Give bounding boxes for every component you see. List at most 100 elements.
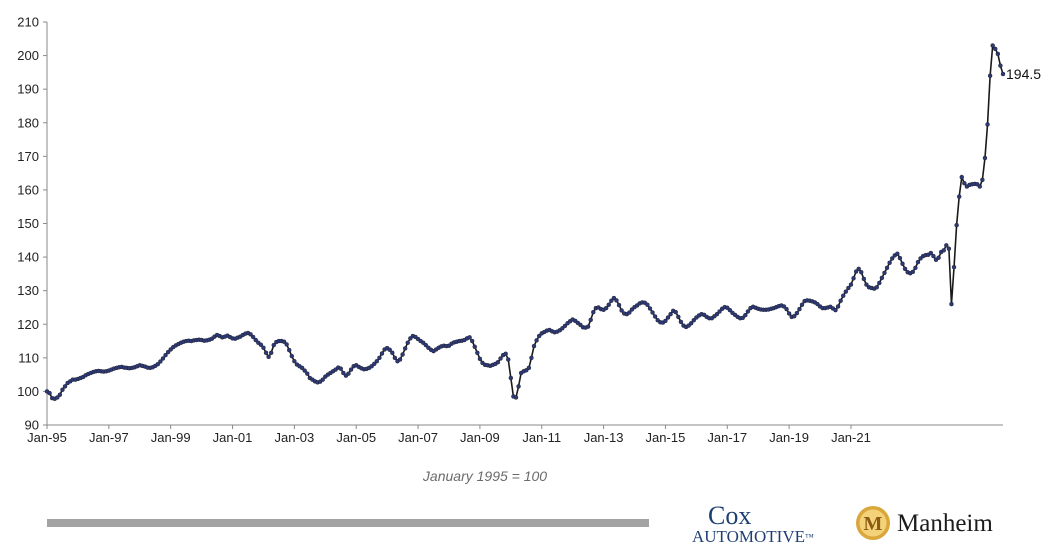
data-point xyxy=(998,63,1003,68)
data-point xyxy=(727,307,733,313)
data-point xyxy=(266,354,271,360)
data-point xyxy=(833,307,838,313)
x-tick-label: Jan-01 xyxy=(213,430,253,445)
data-point xyxy=(954,222,959,228)
data-point xyxy=(562,323,568,329)
data-point xyxy=(928,250,934,256)
x-tick-label: Jan-07 xyxy=(398,430,438,445)
data-point xyxy=(995,51,1001,57)
data-point xyxy=(799,302,805,307)
y-tick-label: 130 xyxy=(17,283,39,298)
x-tick-label: Jan-15 xyxy=(646,430,686,445)
data-point xyxy=(985,122,990,127)
data-point xyxy=(526,365,532,371)
data-point xyxy=(841,293,846,298)
data-point xyxy=(910,269,916,275)
data-point xyxy=(740,315,745,321)
data-point xyxy=(882,270,887,276)
cox-logo-word: Cox xyxy=(708,501,752,530)
x-tick-label: Jan-05 xyxy=(336,430,376,445)
data-point xyxy=(890,256,895,261)
data-point xyxy=(678,319,684,325)
x-tick-label: Jan-21 xyxy=(831,430,871,445)
data-point xyxy=(743,312,748,318)
data-point xyxy=(248,332,253,337)
data-point xyxy=(268,350,274,355)
data-point xyxy=(1000,71,1006,77)
data-point xyxy=(900,261,905,266)
data-point xyxy=(913,265,918,271)
automotive-logo-word: AUTOMOTIVE™ xyxy=(692,527,814,546)
x-tick-label: Jan-17 xyxy=(707,430,747,445)
data-point xyxy=(856,266,861,272)
data-point xyxy=(506,357,511,362)
data-point xyxy=(676,314,681,320)
data-point xyxy=(652,314,658,319)
data-point xyxy=(987,73,993,78)
data-point xyxy=(668,311,673,317)
data-point xyxy=(387,347,392,352)
y-tick-label: 190 xyxy=(17,82,39,97)
y-tick-label: 160 xyxy=(17,182,39,197)
y-tick-label: 200 xyxy=(17,48,39,63)
data-point xyxy=(261,345,266,350)
data-point xyxy=(271,342,276,348)
data-point xyxy=(717,309,722,314)
data-point xyxy=(959,174,964,180)
data-point xyxy=(475,350,480,355)
data-point xyxy=(848,282,854,287)
data-point xyxy=(163,352,168,358)
data-point xyxy=(650,310,655,315)
data-point xyxy=(341,370,346,376)
y-tick-label: 140 xyxy=(17,250,39,265)
data-point xyxy=(377,355,382,361)
x-tick-label: Jan-03 xyxy=(274,430,314,445)
series-markers xyxy=(44,43,1006,402)
data-point xyxy=(835,304,841,309)
data-point xyxy=(949,301,954,307)
data-point xyxy=(838,298,843,303)
data-point xyxy=(897,255,903,261)
data-point xyxy=(977,184,983,189)
index-footnote: January 1995 = 100 xyxy=(422,468,548,484)
data-point xyxy=(853,269,859,274)
y-axis-ticks: 90 100 110 120 130 140 150 160 170 180 190 200 210 xyxy=(17,15,47,433)
data-point xyxy=(993,46,998,52)
data-point xyxy=(846,285,851,291)
data-point xyxy=(305,371,310,376)
data-point xyxy=(250,334,256,340)
data-point xyxy=(588,317,593,323)
x-tick-label: Jan-09 xyxy=(460,430,500,445)
data-point xyxy=(392,355,398,361)
data-point xyxy=(647,306,653,311)
data-point xyxy=(289,353,294,359)
data-point xyxy=(284,342,289,347)
bottom-divider-bar xyxy=(47,519,649,527)
data-point xyxy=(57,392,63,397)
data-point xyxy=(348,367,354,372)
data-point xyxy=(962,180,967,186)
end-value-label: 194.5 xyxy=(1006,66,1041,82)
data-point xyxy=(55,395,60,400)
data-point xyxy=(402,346,408,351)
x-tick-label: Jan-11 xyxy=(522,430,561,445)
data-point xyxy=(62,384,68,389)
data-point xyxy=(498,356,503,361)
data-point xyxy=(843,289,849,294)
data-point xyxy=(529,355,534,361)
data-point xyxy=(609,298,614,303)
data-point xyxy=(990,43,995,48)
data-point xyxy=(165,349,171,355)
data-point xyxy=(879,275,885,281)
data-point xyxy=(390,350,395,355)
x-tick-label: Jan-13 xyxy=(584,430,624,445)
line-chart: 90 100 110 120 130 140 150 160 170 180 190 200 210 J… xyxy=(17,15,1041,446)
data-point xyxy=(665,315,671,320)
data-point xyxy=(946,246,952,251)
y-tick-label: 180 xyxy=(17,115,39,130)
data-point xyxy=(745,309,751,314)
data-point xyxy=(982,155,988,161)
data-point xyxy=(877,280,882,286)
data-point xyxy=(951,264,957,270)
data-point xyxy=(614,298,619,303)
